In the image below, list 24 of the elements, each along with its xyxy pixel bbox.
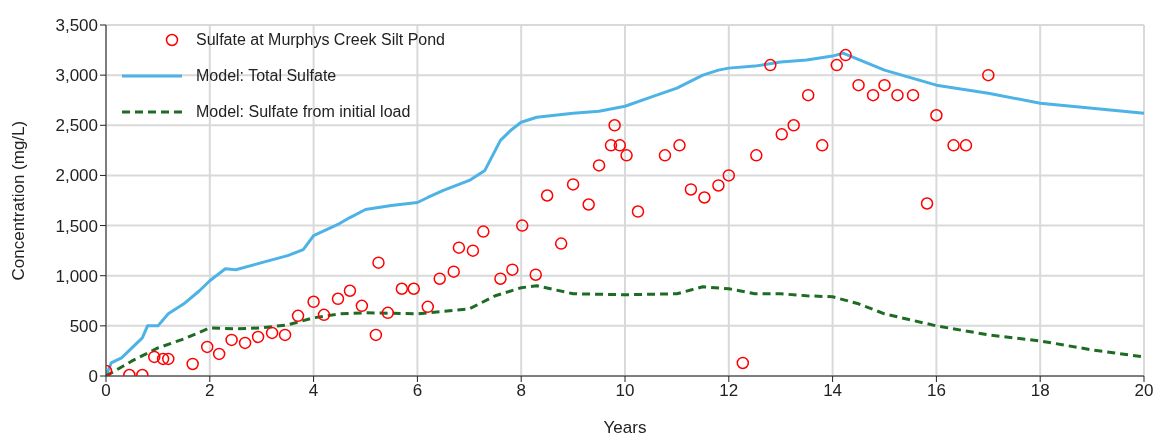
legend-label: Model: Sulfate from initial load bbox=[196, 103, 411, 121]
y-tick-label: 3,000 bbox=[55, 66, 98, 86]
x-tick-label: 18 bbox=[1030, 381, 1050, 401]
x-tick-label: 0 bbox=[101, 381, 111, 401]
legend-label: Model: Total Sulfate bbox=[196, 67, 337, 85]
x-tick-label: 6 bbox=[412, 381, 423, 401]
x-tick-label: 10 bbox=[615, 381, 635, 401]
x-tick-label: 2 bbox=[205, 381, 215, 401]
y-tick-label: 2,000 bbox=[55, 166, 98, 186]
y-tick-label: 2,500 bbox=[55, 116, 98, 136]
y-axis-title: Concentration (mg/L) bbox=[9, 120, 29, 281]
x-tick-label: 8 bbox=[516, 381, 526, 401]
x-tick-label: 4 bbox=[308, 381, 319, 401]
y-tick-label: 0 bbox=[88, 367, 98, 387]
x-axis-title: Years bbox=[603, 418, 647, 437]
y-tick-label: 500 bbox=[69, 316, 98, 336]
legend-label: Sulfate at Murphys Creek Silt Pond bbox=[196, 31, 446, 49]
x-tick-label: 16 bbox=[926, 381, 946, 401]
y-tick-label: 1,000 bbox=[55, 266, 98, 286]
x-tick-label: 20 bbox=[1134, 381, 1154, 401]
x-tick-label: 12 bbox=[719, 381, 739, 401]
y-tick-label: 3,500 bbox=[55, 16, 98, 36]
x-tick-label: 14 bbox=[823, 381, 843, 401]
y-tick-label: 1,500 bbox=[55, 216, 98, 236]
